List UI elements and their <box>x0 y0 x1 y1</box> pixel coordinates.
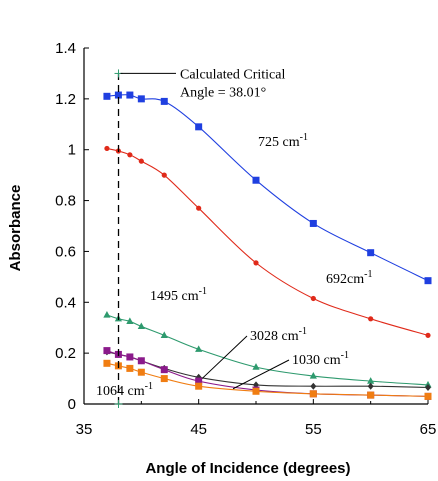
series-line <box>106 147 429 336</box>
data-point-square <box>114 91 122 99</box>
data-point-triangle <box>195 345 203 352</box>
series-label-superscript: -1 <box>341 350 349 361</box>
data-point-diamond <box>425 383 431 391</box>
data-point-circle <box>253 260 259 266</box>
data-point-square <box>424 277 432 285</box>
data-point-triangle <box>103 311 111 318</box>
series-label-superscript: -1 <box>364 269 372 280</box>
series-line <box>106 362 429 397</box>
data-point-square <box>103 347 111 355</box>
data-point-square <box>252 176 260 184</box>
data-point-triangle <box>309 372 317 379</box>
y-tick-label: 1.2 <box>55 91 76 108</box>
leader-line-3028 <box>201 335 248 379</box>
data-point-square <box>367 249 375 257</box>
data-point-triangle <box>126 317 134 324</box>
data-point-square <box>195 382 203 390</box>
data-point-circle <box>127 152 133 158</box>
series-label-text: 692cm <box>326 272 364 287</box>
data-point-square <box>252 387 260 395</box>
series-lines <box>106 94 429 397</box>
series-label-692: 692cm-1 <box>326 269 372 287</box>
data-point-square <box>424 392 432 400</box>
series-label-superscript: -1 <box>300 132 308 143</box>
series-label-725: 725 cm-1 <box>258 132 308 150</box>
data-point-square <box>367 391 375 399</box>
y-tick-label: 0.8 <box>55 193 76 210</box>
x-tick-label: 55 <box>305 421 322 438</box>
x-tick-label: 65 <box>420 421 437 438</box>
series-label-1030: 1030 cm-1 <box>292 350 349 368</box>
x-axis-title: Angle of Incidence (degrees) <box>145 460 350 477</box>
y-tick-label: 1 <box>68 142 76 159</box>
series-label-text: 1495 cm <box>150 289 199 304</box>
data-point-square <box>160 366 168 374</box>
data-point-diamond <box>310 382 317 390</box>
y-tick-label: 0.6 <box>55 243 76 260</box>
series-label-text: 3028 cm <box>250 329 299 344</box>
x-tick-label: 45 <box>190 421 207 438</box>
data-point-diamond <box>367 382 374 390</box>
critical-angle-value: Angle = 38.01° <box>180 85 266 100</box>
data-point-triangle <box>137 322 145 330</box>
data-point-square <box>103 359 111 367</box>
series-label-text: 725 cm <box>258 135 300 150</box>
data-point-square <box>195 377 203 385</box>
y-tick-label: 1.4 <box>55 40 76 57</box>
data-point-square <box>137 95 145 103</box>
data-point-square <box>103 92 111 100</box>
data-point-square <box>126 353 134 361</box>
data-point-square <box>160 375 168 383</box>
series-label-text: 1030 cm <box>292 353 341 368</box>
data-point-square <box>126 91 134 99</box>
data-point-triangle <box>252 363 260 370</box>
series-label-3028: 3028 cm-1 <box>250 326 307 344</box>
data-point-circle <box>161 172 167 178</box>
series-label-superscript: -1 <box>199 286 207 297</box>
series-label-text: 1064 cm <box>96 384 145 399</box>
x-tick-label: 35 <box>76 421 93 438</box>
y-axis-title: Absorbance <box>7 185 24 272</box>
axes: 0 0.2 0.4 0.6 0.8 1 1.2 1.4 35 45 55 65 <box>55 40 436 438</box>
data-point-triangle <box>367 377 375 384</box>
data-point-circle <box>310 295 316 302</box>
series-label-1495: 1495 cm-1 <box>150 286 207 304</box>
data-point-square <box>195 123 203 131</box>
series-line <box>106 94 429 282</box>
data-point-square <box>126 364 134 372</box>
data-point-circle <box>196 205 202 211</box>
data-point-square <box>137 357 145 365</box>
y-tick-label: 0.4 <box>55 294 76 311</box>
leader-line-1030 <box>232 359 290 390</box>
data-point-square <box>309 390 317 398</box>
critical-angle-label: Calculated Critical <box>180 67 285 82</box>
data-point-circle <box>104 145 110 152</box>
series-line <box>106 350 429 397</box>
data-point-triangle <box>160 331 168 338</box>
data-point-circle <box>425 332 431 338</box>
y-tick-label: 0.2 <box>55 345 76 362</box>
series-label-superscript: -1 <box>299 326 307 337</box>
series-line <box>106 314 429 386</box>
data-point-square <box>137 368 145 376</box>
data-point-square <box>309 219 317 227</box>
data-point-circle <box>368 316 374 322</box>
data-point-square <box>160 97 168 105</box>
series-label-superscript: -1 <box>145 381 153 392</box>
y-tick-label: 0 <box>68 396 76 413</box>
data-point-circle <box>138 158 144 164</box>
series-label-1064: 1064 cm-1 <box>96 381 153 399</box>
